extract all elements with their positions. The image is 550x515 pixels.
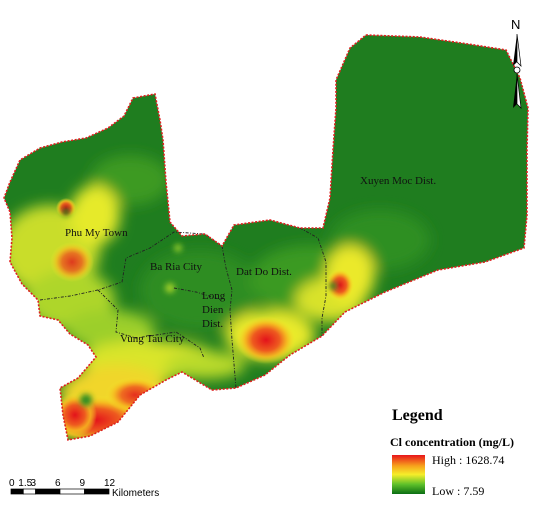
scale-segment [10, 488, 24, 495]
scale-segment [59, 488, 85, 495]
scale-tick-label: 6 [55, 478, 61, 489]
north-arrow-icon: N [511, 17, 522, 109]
legend-subtitle: Cl concentration (mg/L) [390, 435, 514, 449]
label-long-dien: Long [202, 290, 226, 302]
legend-color-ramp [392, 455, 425, 494]
legend-low: Low : 7.59 [432, 484, 484, 498]
label-dat-do: Dat Do Dist. [236, 266, 292, 278]
scale-tick-label: 12 [104, 478, 116, 489]
legend: Legend Cl concentration (mg/L) High : 16… [390, 407, 514, 498]
scale-segment [84, 488, 110, 495]
label-ba-ria: Ba Ria City [150, 261, 202, 273]
scale-tick-label: 9 [80, 478, 86, 489]
label-phu-my: Phu My Town [65, 227, 128, 239]
svg-text:N: N [511, 17, 520, 32]
scale-segments [10, 488, 110, 495]
scale-tick-label: 1.5 [18, 478, 32, 489]
scale-unit: Kilometers [112, 488, 159, 499]
label-vung-tau: Vung Tau City [120, 333, 185, 345]
district-labels: Phu My Town Ba Ria City Long Dien Dist. … [65, 175, 436, 345]
scale-tick-label: 0 [9, 478, 15, 489]
legend-high: High : 1628.74 [432, 453, 504, 467]
label-long-dien: Dist. [202, 318, 223, 330]
scale-segment [22, 488, 36, 495]
label-long-dien: Dien [202, 304, 224, 316]
scale-tick-label: 3 [31, 478, 37, 489]
legend-title: Legend [392, 407, 443, 424]
scale-segment [35, 488, 61, 495]
scale-tick-labels: 0 1.53 6 9 12 [9, 478, 116, 489]
label-xuyen-moc: Xuyen Moc Dist. [360, 175, 436, 187]
scale-bar: 0 1.53 6 9 12 Kilometers [9, 478, 159, 499]
district-boundaries [39, 227, 327, 389]
